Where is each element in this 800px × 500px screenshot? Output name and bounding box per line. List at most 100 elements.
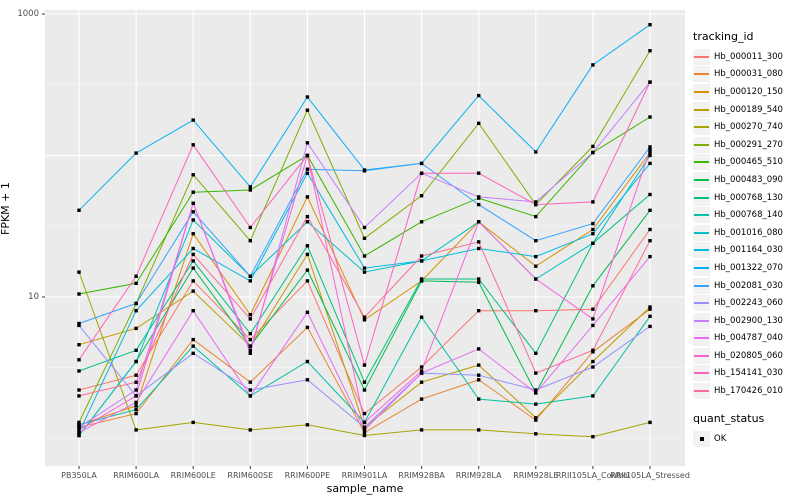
data-point-marker bbox=[419, 277, 424, 281]
legend-item-Hb_000465_510: Hb_000465_510 bbox=[693, 154, 800, 172]
data-point-marker bbox=[591, 144, 595, 149]
data-point-marker bbox=[591, 200, 595, 204]
data-point-marker bbox=[305, 252, 310, 257]
data-point-marker bbox=[191, 190, 195, 194]
legend-title-quant-status: quant_status bbox=[693, 411, 765, 425]
data-point-marker bbox=[77, 388, 81, 392]
data-point-marker bbox=[419, 254, 424, 258]
legend-color-key bbox=[693, 312, 710, 329]
legend-color-line bbox=[694, 143, 709, 146]
legend-label: Hb_000031_080 bbox=[714, 69, 783, 80]
data-point-marker bbox=[134, 348, 138, 352]
data-point-marker bbox=[77, 323, 81, 328]
data-point-marker bbox=[248, 344, 252, 348]
legend-color-line bbox=[694, 196, 709, 199]
data-point-marker bbox=[77, 394, 81, 398]
legend-color-key bbox=[693, 347, 710, 364]
data-point-marker bbox=[248, 225, 252, 230]
data-point-marker bbox=[534, 351, 538, 355]
data-point-marker bbox=[191, 279, 195, 283]
legend-color-line bbox=[694, 337, 709, 340]
legend-color-key bbox=[693, 295, 710, 312]
data-point-marker bbox=[191, 259, 195, 263]
legend-color-key bbox=[693, 207, 710, 224]
data-point-marker bbox=[134, 404, 138, 408]
data-point-marker bbox=[591, 150, 595, 155]
data-point-marker bbox=[191, 266, 195, 270]
y-tick-label: 10 bbox=[28, 292, 39, 302]
data-point-marker bbox=[591, 227, 595, 232]
legend-label: Hb_000120_150 bbox=[714, 86, 783, 97]
data-point-marker bbox=[77, 420, 81, 425]
square-marker-icon bbox=[700, 436, 704, 441]
legend-color-line bbox=[694, 55, 709, 58]
data-point-marker bbox=[191, 309, 195, 313]
legend-label: Hb_001164_030 bbox=[714, 245, 783, 256]
data-point-marker bbox=[248, 185, 252, 189]
data-point-marker bbox=[591, 307, 595, 311]
data-point-marker bbox=[191, 173, 195, 177]
data-point-marker bbox=[134, 151, 138, 155]
data-point-marker bbox=[134, 281, 138, 285]
data-point-marker bbox=[591, 359, 595, 364]
legend-item-Hb_000189_540: Hb_000189_540 bbox=[693, 101, 800, 119]
legend-item-Hb_001016_080: Hb_001016_080 bbox=[693, 224, 800, 242]
data-point-marker bbox=[362, 254, 367, 258]
x-tick-label: RRIM600LE bbox=[170, 471, 216, 480]
data-point-marker bbox=[534, 309, 538, 313]
legend-color-line bbox=[694, 266, 709, 269]
data-point-marker bbox=[362, 266, 367, 270]
legend-item-Hb_000768_130: Hb_000768_130 bbox=[693, 189, 800, 207]
data-point-marker bbox=[362, 318, 367, 322]
x-tick-label: RRIM928LE bbox=[513, 471, 559, 480]
data-point-marker bbox=[477, 309, 481, 313]
data-point-marker bbox=[648, 150, 652, 155]
data-point-marker bbox=[134, 359, 138, 364]
data-point-marker bbox=[419, 365, 424, 369]
data-point-marker bbox=[305, 141, 310, 145]
data-point-marker bbox=[248, 388, 252, 392]
legend-color-line bbox=[694, 249, 709, 252]
data-point-marker bbox=[419, 369, 424, 373]
legend-item-ok: OK bbox=[693, 430, 800, 448]
legend-color-key bbox=[693, 136, 710, 153]
legend-color-key bbox=[693, 383, 710, 400]
x-tick-label: PB350LA bbox=[61, 471, 97, 480]
legend-color-line bbox=[694, 231, 709, 234]
data-point-marker bbox=[648, 147, 652, 152]
data-point-marker bbox=[191, 246, 195, 251]
legend-color-key bbox=[693, 277, 710, 294]
data-point-marker bbox=[477, 373, 481, 377]
data-point-marker bbox=[648, 314, 652, 318]
legend-item-Hb_001322_070: Hb_001322_070 bbox=[693, 259, 800, 277]
data-point-marker bbox=[419, 194, 424, 198]
legend-label: Hb_001322_070 bbox=[714, 262, 783, 273]
data-point-marker bbox=[534, 202, 538, 207]
data-point-marker bbox=[248, 239, 252, 243]
data-point-marker bbox=[591, 221, 595, 226]
legend-color-key bbox=[693, 365, 710, 382]
data-point-marker bbox=[134, 400, 138, 405]
data-point-marker bbox=[77, 270, 81, 274]
legend-color-key bbox=[693, 154, 710, 171]
ok-point-key bbox=[693, 430, 710, 447]
data-point-marker bbox=[77, 425, 81, 429]
data-point-marker bbox=[591, 365, 595, 369]
data-point-marker bbox=[477, 240, 481, 244]
data-point-marker bbox=[648, 420, 652, 425]
data-point-marker bbox=[534, 418, 538, 422]
data-point-marker bbox=[648, 23, 652, 27]
data-point-marker bbox=[191, 351, 195, 355]
data-point-marker bbox=[248, 351, 252, 355]
x-tick-label: RRIM901LA bbox=[341, 471, 388, 480]
data-point-marker bbox=[305, 195, 310, 199]
data-point-marker bbox=[419, 397, 424, 401]
legend-item-Hb_154141_030: Hb_154141_030 bbox=[693, 365, 800, 383]
data-point-marker bbox=[648, 161, 652, 166]
data-point-marker bbox=[77, 430, 81, 435]
data-point-marker bbox=[477, 277, 481, 281]
data-point-marker bbox=[362, 433, 367, 438]
legend-label: Hb_001016_080 bbox=[714, 227, 783, 238]
data-point-marker bbox=[477, 121, 481, 125]
data-point-marker bbox=[305, 95, 310, 99]
